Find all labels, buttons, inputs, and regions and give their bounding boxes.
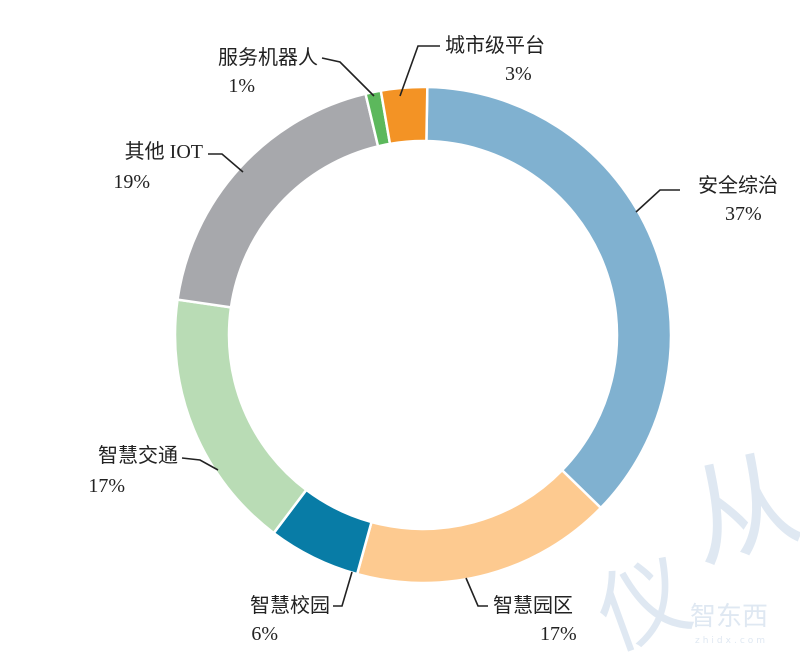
slice-label-4: 其他 IOT xyxy=(125,140,203,163)
slice-label-3: 智慧交通 xyxy=(98,444,178,467)
leader-line-0 xyxy=(635,189,680,213)
leader-line-3 xyxy=(181,457,219,471)
slice-value-0: 37% xyxy=(725,203,762,225)
leader-line-5 xyxy=(321,57,375,97)
slice-label-6: 城市级平台 xyxy=(445,34,545,57)
watermark-logo: 智东西 xyxy=(690,602,768,632)
slice-label-1: 智慧园区 xyxy=(493,594,573,617)
slice-label-2: 智慧校园 xyxy=(250,594,330,617)
leader-line-6 xyxy=(399,45,440,97)
leader-line-2 xyxy=(333,571,353,607)
watermark-url: zhidx.com xyxy=(695,636,768,646)
slice-4 xyxy=(176,92,380,309)
svg-text:从: 从 xyxy=(674,433,800,585)
slice-value-6: 3% xyxy=(505,63,532,85)
slice-0 xyxy=(425,85,673,510)
leader-line-4 xyxy=(208,153,244,173)
svg-text:仪: 仪 xyxy=(584,541,704,656)
slice-1 xyxy=(355,468,603,585)
leader-line-1 xyxy=(465,577,488,607)
slice-value-4: 19% xyxy=(113,171,150,193)
slice-value-2: 6% xyxy=(251,623,278,645)
slice-value-1: 17% xyxy=(540,623,577,645)
slice-value-3: 17% xyxy=(88,475,125,497)
slice-label-5: 服务机器人 xyxy=(218,46,318,69)
slice-6 xyxy=(379,85,429,146)
slice-label-0: 安全综治 xyxy=(698,174,778,197)
slice-3 xyxy=(173,298,308,535)
slice-value-5: 1% xyxy=(228,75,255,97)
